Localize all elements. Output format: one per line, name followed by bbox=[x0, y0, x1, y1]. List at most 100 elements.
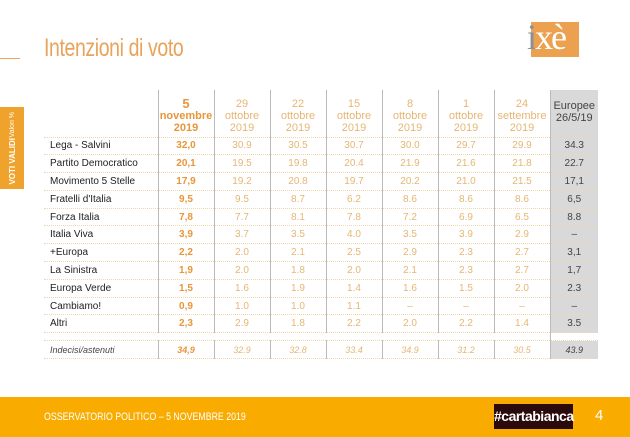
column-header-line: settembre bbox=[497, 109, 547, 122]
value-cell: 2.3 bbox=[437, 243, 494, 263]
party-name: Altri bbox=[44, 314, 158, 334]
table-row: Italia Viva 3,9 3.7 3.5 4.0 3.5 3.9 2.9– bbox=[44, 225, 598, 245]
side-label: Valori % VOTI VALIDI bbox=[0, 107, 24, 189]
europee-header-line: Europee bbox=[553, 99, 596, 112]
value-cell: 2.1 bbox=[381, 261, 438, 280]
party-name: Movimento 5 Stelle bbox=[44, 172, 158, 191]
value-cell: 2,2 bbox=[157, 243, 214, 263]
value-cell: 1.1 bbox=[325, 297, 382, 316]
footer: OSSERVATORIO POLITICO – 5 NOVEMBRE 2019 … bbox=[0, 397, 630, 437]
value-cell: 3,9 bbox=[157, 225, 214, 245]
value-cell: 7,8 bbox=[157, 208, 214, 227]
value-cell: 32.9 bbox=[213, 340, 270, 360]
table-row: Movimento 5 Stelle 17,9 19.2 20.8 19.7 20.2 21… bbox=[44, 172, 598, 191]
value-cell: 21.5 bbox=[493, 172, 550, 191]
value-cell: 19.5 bbox=[213, 154, 270, 174]
value-cell: 30.7 bbox=[325, 137, 382, 156]
party-name: La Sinistra bbox=[44, 261, 158, 280]
value-cell: 21.0 bbox=[437, 172, 494, 191]
party-name: Partito Democratico bbox=[44, 154, 158, 174]
column-header-line: 1 bbox=[462, 97, 470, 110]
value-cell: 30.5 bbox=[493, 340, 550, 360]
column-header: 8 ottobre 2019 bbox=[381, 90, 438, 138]
table-row: +Europa 2,2 2.0 2.1 2.5 2.9 2.3 2.7 3,1 bbox=[44, 243, 598, 263]
spacer bbox=[326, 332, 382, 342]
value-cell: 8.6 bbox=[493, 190, 550, 209]
value-cell: 21.9 bbox=[381, 154, 438, 174]
side-label-main: VOTI VALIDI bbox=[7, 137, 17, 185]
value-cell: 34,9 bbox=[157, 340, 214, 360]
column-header: 5 novembre 2019 bbox=[157, 90, 214, 138]
value-cell: 2.0 bbox=[381, 314, 438, 334]
value-cell: 19.8 bbox=[269, 154, 326, 174]
value-cell: 20.4 bbox=[325, 154, 382, 174]
table-row: Altri 2,3 2.9 1.8 2.2 2.0 2.2 1.4 3.5 bbox=[44, 314, 598, 334]
value-cell: 30.0 bbox=[381, 137, 438, 156]
value-cell: – bbox=[493, 297, 550, 316]
spacer bbox=[438, 332, 494, 342]
header-blank bbox=[44, 90, 158, 138]
europee-value-cell: 8.8 bbox=[549, 208, 598, 227]
column-header-line: 15 bbox=[347, 97, 361, 110]
value-cell: 0,9 bbox=[157, 297, 214, 316]
europee-value-cell: – bbox=[549, 225, 598, 245]
europee-value-cell: 3.5 bbox=[549, 314, 598, 334]
page-title: Intenzioni di voto bbox=[44, 34, 184, 62]
value-cell: 2.3 bbox=[437, 261, 494, 280]
party-name: Indecisi/astenuti bbox=[44, 340, 158, 360]
party-name: Fratelli d'Italia bbox=[44, 190, 158, 209]
value-cell: 21.6 bbox=[437, 154, 494, 174]
value-cell: 21.8 bbox=[493, 154, 550, 174]
table-row: Partito Democratico 20,1 19.5 19.8 20.4 21.9 2… bbox=[44, 154, 598, 174]
europee-value-cell: 43.9 bbox=[549, 340, 598, 360]
spacer bbox=[44, 332, 158, 342]
value-cell: 31.2 bbox=[437, 340, 494, 360]
value-cell: 2.9 bbox=[381, 243, 438, 263]
value-cell: 1.9 bbox=[269, 279, 326, 298]
value-cell: 1.8 bbox=[269, 261, 326, 280]
column-header: 24 settembre 2019 bbox=[493, 90, 550, 138]
value-cell: 1,9 bbox=[157, 261, 214, 280]
europee-value-cell: 3,1 bbox=[549, 243, 598, 263]
value-cell: 2.5 bbox=[325, 243, 382, 263]
europee-value-cell: 34.3 bbox=[549, 137, 598, 156]
value-cell: 2,3 bbox=[157, 314, 214, 334]
value-cell: 1.4 bbox=[325, 279, 382, 298]
column-header-line: 22 bbox=[291, 97, 305, 110]
value-cell: 1.5 bbox=[437, 279, 494, 298]
europee-value-cell: 1,7 bbox=[549, 261, 598, 280]
value-cell: 1,5 bbox=[157, 279, 214, 298]
column-header: 15 ottobre 2019 bbox=[325, 90, 382, 138]
column-header-line: 24 bbox=[515, 97, 529, 110]
value-cell: 8.1 bbox=[269, 208, 326, 227]
column-header-line: 29 bbox=[235, 97, 249, 110]
europee-header: Europee 26/5/19 bbox=[549, 90, 598, 138]
value-cell: 19.7 bbox=[325, 172, 382, 191]
value-cell: 1.4 bbox=[493, 314, 550, 334]
value-cell: 1.6 bbox=[213, 279, 270, 298]
value-cell: 6.2 bbox=[325, 190, 382, 209]
value-cell: 7.8 bbox=[325, 208, 382, 227]
column-header: 1 ottobre 2019 bbox=[437, 90, 494, 138]
value-cell: 8.6 bbox=[437, 190, 494, 209]
value-cell: 3.7 bbox=[213, 225, 270, 245]
spacer bbox=[270, 332, 326, 342]
table-row: Forza Italia 7,8 7.7 8.1 7.8 7.2 6.9 6.5 8.8 bbox=[44, 208, 598, 227]
value-cell: 2.0 bbox=[213, 261, 270, 280]
table-row: Indecisi/astenuti 34,9 32.9 32.8 33.4 34.9 31.… bbox=[44, 340, 598, 360]
europee-value-cell: 6,5 bbox=[549, 190, 598, 209]
table-row: Lega - Salvini 32,0 30.9 30.5 30.7 30.0 29.7 29… bbox=[44, 137, 598, 156]
column-header-line: 2019 bbox=[509, 121, 535, 134]
table-row: Cambiamo! 0,9 1.0 1.0 1.1– – – – bbox=[44, 297, 598, 316]
column-header-line: 2019 bbox=[453, 121, 479, 134]
value-cell: 1.8 bbox=[269, 314, 326, 334]
value-cell: 9.5 bbox=[213, 190, 270, 209]
value-cell: 32,0 bbox=[157, 137, 214, 156]
table-row: La Sinistra 1,9 2.0 1.8 2.0 2.1 2.3 2.7 1,7 bbox=[44, 261, 598, 280]
party-name: Europa Verde bbox=[44, 279, 158, 298]
europee-value-cell: 17,1 bbox=[549, 172, 598, 191]
column-header: 29 ottobre 2019 bbox=[213, 90, 270, 138]
value-cell: – bbox=[437, 297, 494, 316]
value-cell: 2.7 bbox=[493, 261, 550, 280]
value-cell: 1.6 bbox=[381, 279, 438, 298]
